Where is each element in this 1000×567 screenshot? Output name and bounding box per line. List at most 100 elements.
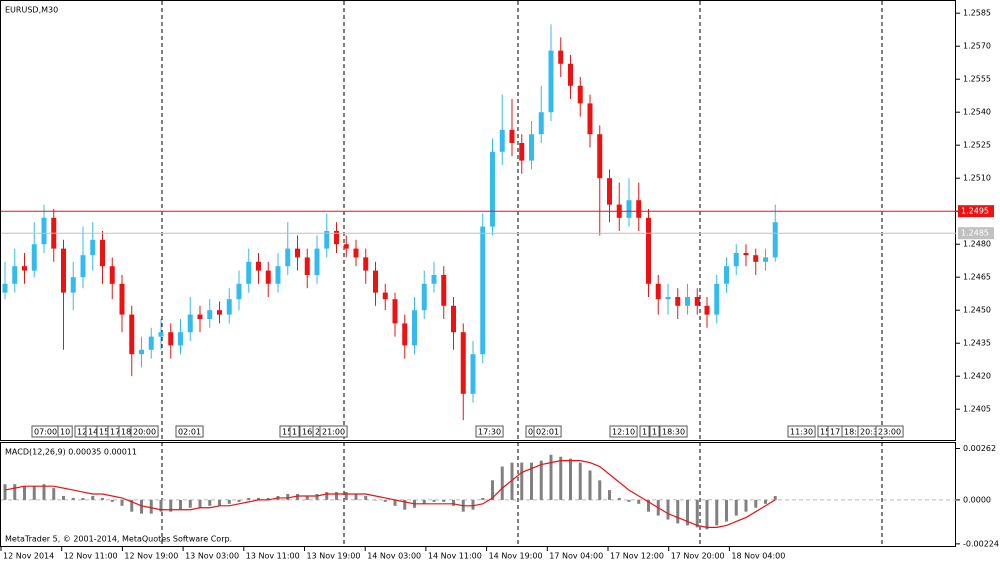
- macd-bar: [286, 494, 290, 500]
- candle-body: [743, 253, 749, 256]
- y-tick-label: 1.2435: [963, 339, 991, 348]
- macd-bar: [491, 480, 494, 500]
- event-marker: 12:10: [609, 425, 638, 438]
- macd-bar: [530, 462, 533, 500]
- price-label: 1.2495: [961, 207, 989, 216]
- main-panel: [0, 0, 956, 441]
- event-label: 23:00: [878, 428, 901, 437]
- candle-body: [285, 248, 291, 267]
- candle-body: [548, 50, 554, 113]
- macd-bar: [403, 499, 407, 510]
- candle-body: [148, 336, 154, 350]
- event-box: [475, 425, 504, 438]
- candle-body: [431, 275, 437, 284]
- candle-body: [314, 248, 320, 275]
- x-tick-label: 12 Nov 19:00: [124, 552, 178, 561]
- candle-body: [470, 354, 476, 394]
- candle-body: [109, 266, 115, 284]
- event-box: [319, 425, 348, 438]
- candle-body: [363, 257, 369, 271]
- event-marker: 21:00: [319, 425, 348, 438]
- event-label: 15: [99, 428, 109, 437]
- macd-bar: [471, 499, 475, 510]
- y-tick-label: 1.2570: [963, 42, 991, 51]
- candle-body: [246, 261, 252, 284]
- candle-body: [577, 85, 583, 104]
- x-tick-label: 12 Nov 11:00: [64, 552, 118, 561]
- candle-body: [568, 63, 573, 86]
- candle-body: [763, 257, 768, 262]
- macd-bar: [91, 495, 95, 500]
- candle-body: [304, 257, 310, 275]
- candle-body: [2, 283, 8, 293]
- event-box: [289, 425, 300, 438]
- event-marker: 07:00: [31, 425, 60, 438]
- event-label: 1: [292, 428, 297, 437]
- x-tick-label: 17 Nov 04:00: [549, 552, 603, 561]
- event-marker: 02:01: [533, 425, 562, 438]
- macd-bar: [549, 454, 553, 500]
- candle-body: [31, 244, 37, 271]
- x-tick-label: 14 Nov 19:00: [489, 552, 543, 561]
- x-tick-label: 18 Nov 04:00: [731, 552, 785, 561]
- macd-bar: [140, 499, 143, 514]
- event-box: [57, 425, 73, 438]
- candle-body: [753, 255, 759, 262]
- event-marker: 11:30: [787, 425, 816, 438]
- macd-bar: [101, 497, 104, 500]
- event-marker: 18:: [841, 425, 860, 438]
- candle-body: [451, 305, 456, 333]
- macd-bar: [208, 499, 212, 506]
- event-marker: 16: [299, 425, 315, 438]
- macd-bar: [598, 480, 602, 500]
- x-tick-label: 14 Nov 03:00: [367, 552, 421, 561]
- macd-bar: [608, 490, 611, 500]
- x-tick-label: 13 Nov 19:00: [307, 552, 361, 561]
- macd-bar: [227, 499, 231, 504]
- candle-body: [70, 277, 76, 293]
- candle-body: [441, 275, 447, 306]
- macd-bar: [452, 499, 455, 506]
- macd-bar: [325, 492, 329, 500]
- candle-body: [168, 332, 174, 346]
- event-label: 02:01: [536, 428, 559, 437]
- x-tick-label: 13 Nov 11:00: [246, 552, 300, 561]
- macd-bar: [13, 484, 17, 500]
- event-marker: 02:01: [175, 425, 204, 438]
- candle-body: [412, 310, 417, 346]
- event-label: 20:00: [133, 428, 156, 437]
- candle-body: [236, 283, 242, 300]
- macd-bar: [627, 499, 631, 502]
- macd-bar: [764, 499, 767, 504]
- macd-bar: [734, 499, 738, 516]
- macd-bar: [32, 486, 36, 500]
- candle-body: [187, 314, 193, 333]
- candle-body: [529, 134, 534, 161]
- candle-body: [704, 305, 710, 315]
- candle-body: [217, 310, 222, 315]
- candle-body: [41, 217, 47, 245]
- event-marker: 17:30: [475, 425, 504, 438]
- candle-body: [90, 239, 96, 256]
- macd-bar: [42, 484, 46, 500]
- macd-bar: [773, 495, 777, 500]
- chart-title: EURUSD,M30: [5, 6, 58, 15]
- y-tick-label: -0.00224: [963, 539, 999, 548]
- event-marker: 1: [289, 425, 300, 438]
- macd-bar: [422, 499, 426, 504]
- candle-body: [129, 314, 135, 355]
- candle-body: [597, 134, 603, 179]
- candle-body: [665, 297, 671, 300]
- macd-bar: [188, 499, 192, 508]
- candle-body: [334, 231, 339, 245]
- macd-bar: [715, 499, 719, 526]
- candle-body: [275, 266, 281, 284]
- candle-body: [460, 332, 466, 394]
- candle-body: [655, 283, 661, 300]
- macd-bar: [305, 495, 309, 500]
- macd-bar: [617, 497, 621, 500]
- y-tick-label: 1.2465: [963, 273, 991, 282]
- macd-bar: [539, 460, 543, 500]
- candle-body: [558, 50, 564, 64]
- macd-bar: [315, 494, 319, 500]
